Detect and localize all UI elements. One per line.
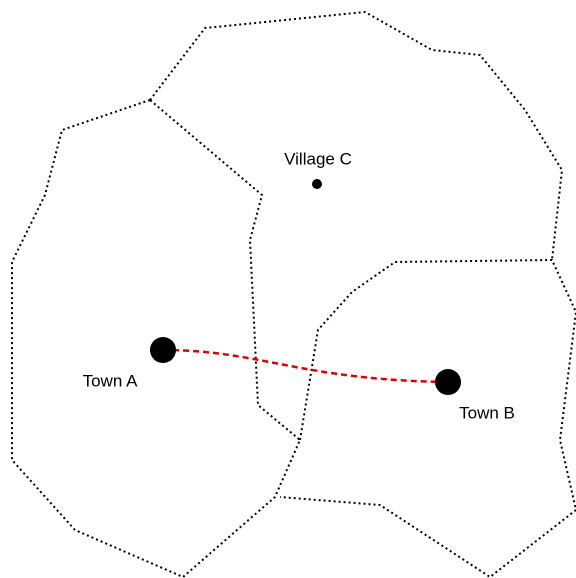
region-border [279,258,576,578]
village-marker [312,179,322,189]
place-label: Town A [83,371,138,390]
place-label: Village C [284,149,352,168]
town-marker [435,369,461,395]
region-border [11,99,302,578]
place-label: Town B [459,403,515,422]
town-marker [150,337,176,363]
region-border [149,10,564,261]
route [162,348,449,384]
